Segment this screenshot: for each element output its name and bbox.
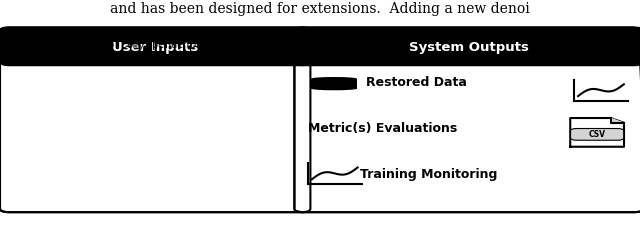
Text: $\mathregular{{}^3}$https://github.com/opendenoising/benchmark: $\mathregular{{}^3}$https://github.com/o… — [22, 37, 291, 53]
Bar — [307, 48, 630, 64]
FancyBboxPatch shape — [0, 28, 310, 67]
Ellipse shape — [311, 84, 357, 87]
Text: Restored Data: Restored Data — [366, 75, 467, 88]
Text: and has been designed for extensions.  Adding a new denoi: and has been designed for extensions. Ad… — [110, 2, 530, 16]
Polygon shape — [611, 118, 624, 123]
FancyBboxPatch shape — [294, 28, 640, 67]
Text: CSV: CSV — [588, 130, 605, 139]
Text: System Outputs: System Outputs — [409, 41, 529, 54]
Bar — [311, 85, 357, 89]
FancyBboxPatch shape — [0, 28, 310, 212]
Bar — [311, 82, 357, 86]
Text: Training Monitoring: Training Monitoring — [360, 167, 497, 180]
Text: Metric(s) Evaluations: Metric(s) Evaluations — [308, 122, 458, 135]
FancyBboxPatch shape — [294, 28, 640, 212]
Bar — [311, 79, 357, 83]
Ellipse shape — [311, 88, 357, 91]
FancyBboxPatch shape — [571, 129, 624, 141]
Ellipse shape — [311, 81, 357, 84]
Bar — [13, 48, 298, 64]
Text: User Inputs: User Inputs — [112, 41, 198, 54]
Ellipse shape — [311, 78, 357, 81]
Polygon shape — [570, 118, 624, 147]
